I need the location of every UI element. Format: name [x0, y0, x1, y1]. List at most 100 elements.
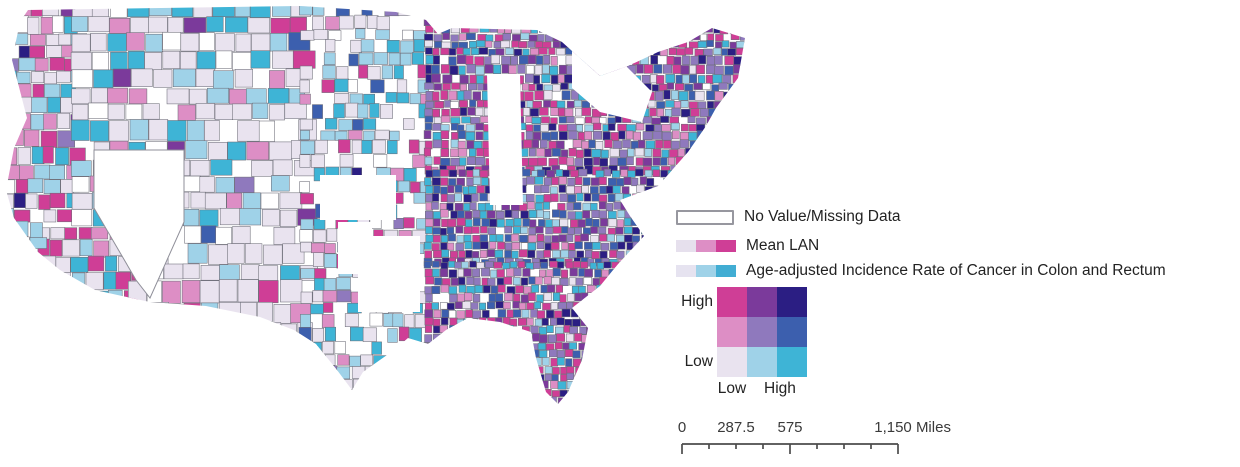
county: [110, 3, 127, 18]
county: [492, 327, 499, 334]
county: [270, 105, 285, 121]
county: [553, 227, 561, 234]
county: [657, 11, 665, 19]
county: [450, 325, 458, 332]
county: [449, 310, 456, 318]
county: [50, 290, 64, 301]
county: [562, 3, 570, 11]
county: [696, 149, 703, 157]
county: [617, 251, 625, 258]
county: [498, 335, 506, 343]
county: [457, 211, 464, 219]
county: [71, 120, 89, 141]
county: [559, 117, 566, 123]
county: [633, 11, 641, 19]
county: [724, 92, 730, 101]
county: [745, 41, 752, 47]
county: [550, 405, 558, 413]
county: [527, 381, 534, 389]
county: [523, 269, 530, 277]
county: [641, 11, 649, 19]
county: [551, 56, 557, 65]
county: [553, 41, 560, 47]
county: [599, 351, 607, 358]
county: [480, 193, 488, 201]
county: [58, 308, 72, 322]
county: [526, 116, 533, 122]
county: [533, 382, 540, 390]
county: [706, 75, 713, 84]
county: [301, 403, 313, 415]
county: [434, 310, 441, 318]
county: [750, 108, 759, 116]
county: [549, 19, 556, 26]
county: [387, 141, 397, 154]
county: [542, 396, 550, 403]
county: [724, 131, 733, 139]
county: [146, 34, 163, 52]
county: [538, 158, 547, 166]
county: [489, 358, 496, 366]
county: [570, 33, 578, 40]
county: [647, 396, 654, 403]
county: [685, 186, 693, 194]
county: [325, 327, 336, 341]
county: [467, 178, 474, 186]
county: [479, 318, 486, 325]
county: [662, 124, 671, 131]
county: [750, 75, 757, 84]
county: [603, 327, 611, 334]
county: [768, 167, 775, 175]
county: [580, 327, 587, 334]
county: [650, 243, 658, 250]
county: [573, 140, 582, 148]
county: [627, 243, 634, 250]
county: [274, 227, 295, 244]
county: [745, 66, 753, 75]
county: [700, 109, 709, 117]
county: [280, 210, 297, 227]
county: [424, 34, 433, 41]
county: [607, 234, 615, 241]
county: [467, 277, 474, 284]
county: [604, 262, 611, 268]
county: [484, 11, 493, 19]
county: [512, 374, 519, 381]
county: [425, 40, 433, 46]
county: [582, 335, 590, 343]
county: [414, 366, 424, 378]
county: [472, 269, 479, 277]
county: [541, 117, 549, 123]
county: [280, 266, 299, 281]
county: [158, 323, 177, 341]
county: [355, 15, 366, 28]
county: [455, 262, 462, 268]
county: [186, 141, 207, 159]
county: [433, 334, 441, 342]
county: [474, 3, 482, 11]
county: [465, 293, 473, 301]
county: [663, 65, 672, 74]
county: [615, 26, 622, 33]
county: [600, 19, 607, 26]
county: [536, 390, 543, 396]
county: [666, 101, 675, 108]
county: [502, 396, 510, 403]
county: [635, 169, 643, 176]
county: [521, 375, 528, 382]
county: [657, 109, 664, 117]
county: [664, 140, 672, 148]
county: [668, 262, 675, 268]
county: [655, 91, 663, 100]
county: [149, 17, 168, 32]
county: [507, 333, 515, 341]
county: [245, 244, 262, 264]
county: [521, 33, 530, 40]
county: [448, 185, 454, 193]
county: [720, 187, 728, 195]
county: [581, 262, 588, 268]
county: [363, 119, 375, 130]
county: [583, 367, 590, 374]
county: [632, 382, 640, 390]
county: [353, 379, 363, 389]
